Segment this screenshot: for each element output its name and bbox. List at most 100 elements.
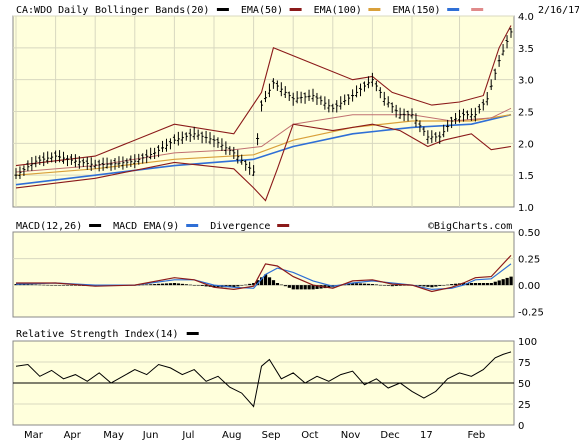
divergence-bar <box>374 284 379 286</box>
macd-line <box>16 254 512 293</box>
symbol-label: CA:WDO Daily <box>16 5 88 16</box>
divergence-bar <box>228 285 232 288</box>
legend-label: MACD EMA(9) <box>113 221 179 232</box>
divergence-bar <box>260 277 264 286</box>
y-tick-label: 2.0 <box>518 139 534 150</box>
x-tick-label: Oct <box>301 430 318 441</box>
divergence-bar <box>153 284 157 286</box>
divergence-bar <box>34 284 38 286</box>
legend-swatch <box>186 224 199 227</box>
bollinger-lower-line <box>15 123 512 202</box>
legend-label: MACD(12,26) <box>16 221 82 232</box>
divergence-bar <box>26 284 30 286</box>
x-tick-label: 17 <box>420 430 433 441</box>
x-tick-label: Dec <box>380 430 399 441</box>
divergence-bar <box>481 283 485 286</box>
divergence-bar <box>137 284 141 286</box>
divergence-bar <box>446 284 450 286</box>
x-tick-label: Jun <box>142 430 159 441</box>
divergence-bar <box>200 285 204 286</box>
divergence-bar <box>22 284 26 286</box>
divergence-bar <box>161 283 165 286</box>
divergence-bar <box>450 284 454 286</box>
x-tick-label: Mar <box>24 430 44 441</box>
divergence-bar <box>58 285 62 286</box>
y-tick-label: 3.0 <box>518 76 534 87</box>
legend-label: Divergence <box>210 221 270 232</box>
divergence-bar <box>145 284 149 286</box>
divergence-bar <box>192 285 196 286</box>
divergence-bar <box>157 283 161 286</box>
y-tick-label: -0.25 <box>518 308 544 319</box>
divergence-bar <box>378 284 383 286</box>
divergence-bar <box>465 283 470 286</box>
y-tick-label: 4.0 <box>518 12 534 23</box>
y-tick-label: 3.5 <box>518 44 534 55</box>
legend-swatch <box>471 8 484 11</box>
divergence-bar <box>477 283 482 286</box>
divergence-bar <box>351 283 355 286</box>
divergence-bar <box>366 283 371 286</box>
divergence-bar <box>295 285 299 290</box>
divergence-bar <box>50 285 54 286</box>
divergence-bar <box>252 283 256 286</box>
legend-label: EMA(150) <box>392 5 440 16</box>
divergence-bar <box>307 285 311 290</box>
divergence-bar <box>275 283 280 286</box>
legend-swatch <box>368 8 381 11</box>
divergence-bar <box>509 276 513 286</box>
y-tick-label: 75 <box>518 358 531 369</box>
divergence-bar <box>54 285 58 286</box>
divergence-bar <box>461 283 466 286</box>
divergence-bar <box>256 280 260 286</box>
divergence-bar <box>149 284 153 286</box>
legend-label: Bollinger Bands(20) <box>95 5 209 16</box>
divergence-bar <box>493 281 497 286</box>
divergence-bar <box>438 285 442 286</box>
divergence-bar <box>18 284 22 286</box>
x-tick-label: Jul <box>181 430 194 441</box>
divergence-bar <box>469 283 474 286</box>
divergence-bar <box>359 283 363 286</box>
divergence-bar <box>196 285 200 286</box>
divergence-bar <box>164 283 169 286</box>
divergence-bar <box>62 285 66 286</box>
x-tick-label: Feb <box>468 430 486 441</box>
divergence-bar <box>176 283 181 286</box>
divergence-bar <box>402 285 406 286</box>
divergence-bar <box>168 283 173 286</box>
divergence-bar <box>287 285 291 288</box>
divergence-bar <box>263 274 268 286</box>
macd-signal-line <box>15 263 512 291</box>
y-tick-label: 100 <box>518 337 537 348</box>
legend-swatch <box>89 224 102 227</box>
divergence-bar <box>442 285 446 286</box>
x-tick-label: Sep <box>262 430 281 441</box>
rsi-line <box>15 351 512 408</box>
watermark: ©BigCharts.com <box>428 221 512 232</box>
divergence-bar <box>283 285 287 287</box>
divergence-bar <box>248 283 252 286</box>
y-tick-label: 25 <box>518 400 531 411</box>
divergence-bar <box>69 285 74 286</box>
divergence-bar <box>46 284 50 286</box>
divergence-bar <box>422 285 426 287</box>
y-tick-label: 1.5 <box>518 171 534 182</box>
divergence-bar <box>212 285 216 288</box>
divergence-bar <box>42 284 46 286</box>
y-tick-label: 50 <box>518 379 531 390</box>
divergence-bar <box>362 283 367 286</box>
divergence-bar <box>172 283 177 286</box>
divergence-bar <box>73 285 78 286</box>
divergence-bar <box>454 283 458 286</box>
legend-swatch <box>216 8 229 11</box>
divergence-bar <box>390 285 394 287</box>
macd-panel <box>12 231 515 318</box>
divergence-bar <box>347 283 351 286</box>
divergence-bar <box>394 285 398 286</box>
divergence-bar <box>244 284 248 286</box>
divergence-bar <box>430 285 434 288</box>
y-tick-label: 2.5 <box>518 108 534 119</box>
divergence-bar <box>434 285 438 287</box>
